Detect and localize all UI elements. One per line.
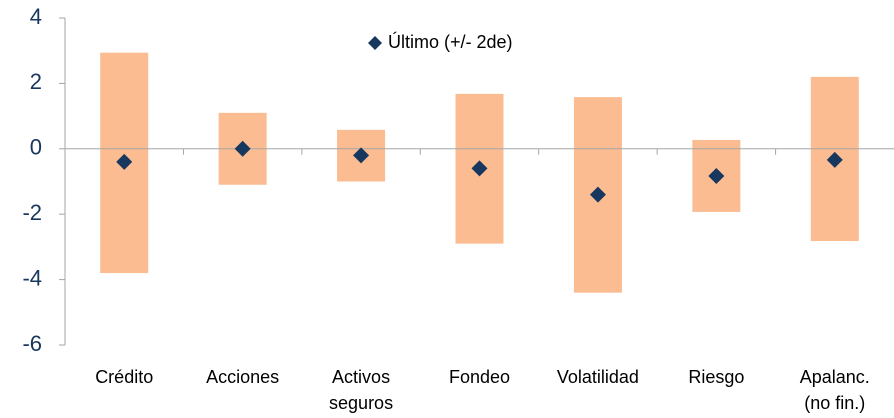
x-tick-label: Riesgo bbox=[688, 367, 745, 387]
y-tick-label: -4 bbox=[22, 265, 42, 290]
diamond-marker bbox=[116, 153, 133, 170]
diamond-marker bbox=[826, 151, 843, 168]
x-tick-label: Acciones bbox=[206, 367, 280, 387]
y-tick-label: 4 bbox=[30, 4, 42, 29]
x-tick-label: Crédito bbox=[95, 367, 154, 387]
x-tick-label: Volatilidad bbox=[556, 367, 639, 387]
diamond-marker bbox=[353, 147, 370, 164]
y-tick-label: -2 bbox=[22, 200, 42, 225]
diamond-marker bbox=[708, 167, 725, 184]
y-tick-label: 2 bbox=[30, 69, 42, 94]
legend-marker bbox=[368, 36, 382, 50]
x-tick-label: Apalanc. (no fin.) bbox=[799, 367, 870, 413]
x-tick-label: Fondeo bbox=[448, 367, 511, 387]
x-tick-label: Activos seguros bbox=[329, 367, 394, 413]
legend-label: Último (+/- 2de) bbox=[388, 31, 513, 52]
diamond-marker bbox=[471, 160, 488, 177]
diamond-marker bbox=[234, 140, 251, 157]
diamond-marker bbox=[589, 186, 606, 203]
y-tick-label: -6 bbox=[22, 331, 42, 356]
y-tick-label: 0 bbox=[30, 135, 42, 160]
